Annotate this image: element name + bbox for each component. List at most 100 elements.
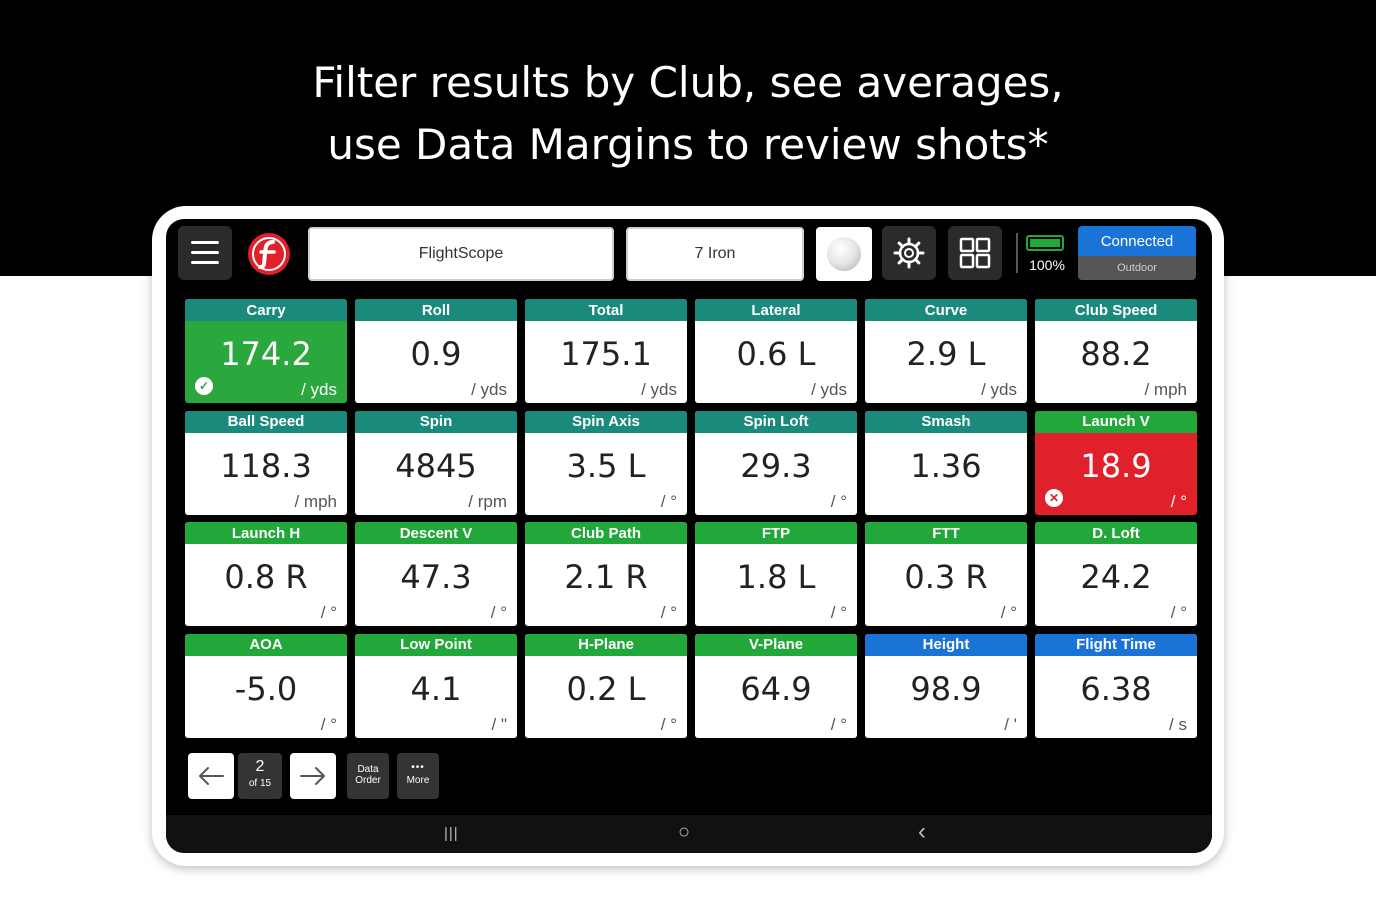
metric-tile-launch-h[interactable]: Launch H 0.8 R / ° — [185, 522, 347, 626]
previous-shot-button[interactable] — [188, 753, 234, 799]
metric-tile-flight-time[interactable]: Flight Time 6.38 / s — [1035, 633, 1197, 738]
metric-unit: / ° — [660, 603, 677, 622]
gear-icon — [893, 237, 925, 269]
metric-value: 4.1 — [410, 669, 462, 708]
club-selector[interactable]: 7 Iron — [626, 227, 804, 281]
within-margin-icon: ✓ — [195, 377, 213, 395]
metric-tile-launch-v[interactable]: Launch V 18.9 / ° ✕ — [1035, 410, 1197, 515]
data-order-button[interactable]: Data Order — [347, 753, 389, 799]
metric-unit: / mph — [1144, 380, 1187, 399]
metric-unit: / " — [491, 714, 507, 734]
metric-tile-d-loft[interactable]: D. Loft 24.2 / ° — [1035, 522, 1197, 626]
metric-unit: / yds — [471, 380, 507, 399]
metric-value: 0.9 — [410, 335, 462, 373]
metric-tile-carry[interactable]: Carry 174.2 / yds ✓ — [185, 299, 347, 403]
metric-tile-spin-axis[interactable]: Spin Axis 3.5 L / ° — [525, 410, 687, 515]
system-nav-bar: ||| ○ ‹ — [166, 815, 1212, 853]
metric-tile-descent-v[interactable]: Descent V 47.3 / ° — [355, 522, 517, 626]
metric-label: Curve — [865, 299, 1027, 321]
metric-value: 98.9 — [910, 669, 982, 708]
metric-label: Smash — [865, 410, 1027, 433]
metric-unit: / ' — [1004, 714, 1017, 734]
metric-label: Flight Time — [1035, 633, 1197, 656]
metric-unit: / ° — [1170, 491, 1187, 511]
metric-label: Launch H — [185, 522, 347, 544]
metric-label: V-Plane — [695, 633, 857, 656]
metric-tile-low-point[interactable]: Low Point 4.1 / " — [355, 633, 517, 738]
metric-tile-ftp[interactable]: FTP 1.8 L / ° — [695, 522, 857, 626]
metric-value: 29.3 — [740, 446, 812, 485]
metric-value: 0.2 L — [566, 669, 646, 708]
back-button[interactable]: ‹ — [918, 818, 926, 845]
data-order-label-2: Order — [355, 775, 381, 786]
metric-label: Roll — [355, 299, 517, 321]
metric-unit: / yds — [811, 380, 847, 399]
metric-tile-club-path[interactable]: Club Path 2.1 R / ° — [525, 522, 687, 626]
club-selector-value: 7 Iron — [694, 245, 736, 262]
metric-label: Total — [525, 299, 687, 321]
more-icon: ••• — [411, 762, 425, 773]
metric-value: 0.8 R — [224, 558, 308, 596]
metric-label: FTT — [865, 522, 1027, 544]
metric-unit: / ° — [1170, 603, 1187, 622]
metric-unit: / ° — [660, 714, 677, 734]
battery-status: 100% — [1022, 229, 1072, 281]
metric-unit: / ° — [830, 714, 847, 734]
shot-counter: 2 of 15 — [238, 753, 282, 799]
metric-tile-ftt[interactable]: FTT 0.3 R / ° — [865, 522, 1027, 626]
metric-label: Spin Loft — [695, 410, 857, 433]
metric-tile-height[interactable]: Height 98.9 / ' — [865, 633, 1027, 738]
more-button[interactable]: ••• More — [397, 753, 439, 799]
metric-value: 47.3 — [400, 558, 472, 596]
metric-tile-spin[interactable]: Spin 4845 / rpm — [355, 410, 517, 515]
metric-tile-total[interactable]: Total 175.1 / yds — [525, 299, 687, 403]
next-shot-button[interactable] — [290, 753, 336, 799]
app-screen: FlightScope 7 Iron — [166, 219, 1212, 853]
metric-tile-club-speed[interactable]: Club Speed 88.2 / mph — [1035, 299, 1197, 403]
home-button[interactable]: ○ — [678, 821, 691, 843]
ball-button[interactable] — [816, 227, 872, 281]
metric-tile-curve[interactable]: Curve 2.9 L / yds — [865, 299, 1027, 403]
metric-value: 174.2 — [220, 335, 312, 373]
grid-icon — [959, 237, 991, 269]
arrow-right-icon — [300, 767, 325, 785]
metric-tile-aoa[interactable]: AOA -5.0 / ° — [185, 633, 347, 738]
metric-tile-roll[interactable]: Roll 0.9 / yds — [355, 299, 517, 403]
settings-button[interactable] — [882, 226, 936, 280]
metric-unit: / ° — [490, 603, 507, 622]
metric-value: 0.6 L — [736, 335, 816, 373]
connection-state: Connected — [1078, 226, 1196, 256]
battery-level: 100% — [1029, 257, 1065, 273]
metric-tile-h-plane[interactable]: H-Plane 0.2 L / ° — [525, 633, 687, 738]
metric-unit: / yds — [641, 380, 677, 399]
metric-tile-spin-loft[interactable]: Spin Loft 29.3 / ° — [695, 410, 857, 515]
metric-label: H-Plane — [525, 633, 687, 656]
metric-label: Descent V — [355, 522, 517, 544]
metric-value: 88.2 — [1080, 335, 1152, 373]
headline-line-2: use Data Margins to review shots* — [327, 120, 1049, 169]
metric-unit: / ° — [320, 603, 337, 622]
device-selector[interactable]: FlightScope — [308, 227, 614, 281]
metric-value: -5.0 — [234, 669, 298, 708]
headline-line-1: Filter results by Club, see averages, — [312, 58, 1064, 107]
data-order-label-1: Data — [357, 764, 379, 775]
connection-status[interactable]: Connected Outdoor — [1078, 226, 1196, 280]
metric-label: Low Point — [355, 633, 517, 656]
battery-icon — [1026, 235, 1064, 251]
metric-label: Height — [865, 633, 1027, 656]
metric-unit: / ° — [830, 491, 847, 511]
metric-tile-v-plane[interactable]: V-Plane 64.9 / ° — [695, 633, 857, 738]
metric-tile-smash[interactable]: Smash 1.36 — [865, 410, 1027, 515]
metric-tile-ball-speed[interactable]: Ball Speed 118.3 / mph — [185, 410, 347, 515]
metric-label: AOA — [185, 633, 347, 656]
flightscope-logo-icon — [248, 233, 290, 275]
metric-tile-lateral[interactable]: Lateral 0.6 L / yds — [695, 299, 857, 403]
recents-button[interactable]: ||| — [444, 825, 459, 842]
metric-unit: / ° — [320, 714, 337, 734]
outside-margin-icon: ✕ — [1045, 488, 1063, 507]
golf-ball-icon — [827, 237, 861, 271]
metric-label: Club Speed — [1035, 299, 1197, 321]
layout-button[interactable] — [948, 226, 1002, 280]
menu-button[interactable] — [178, 226, 232, 280]
metric-value: 0.3 R — [904, 558, 988, 596]
